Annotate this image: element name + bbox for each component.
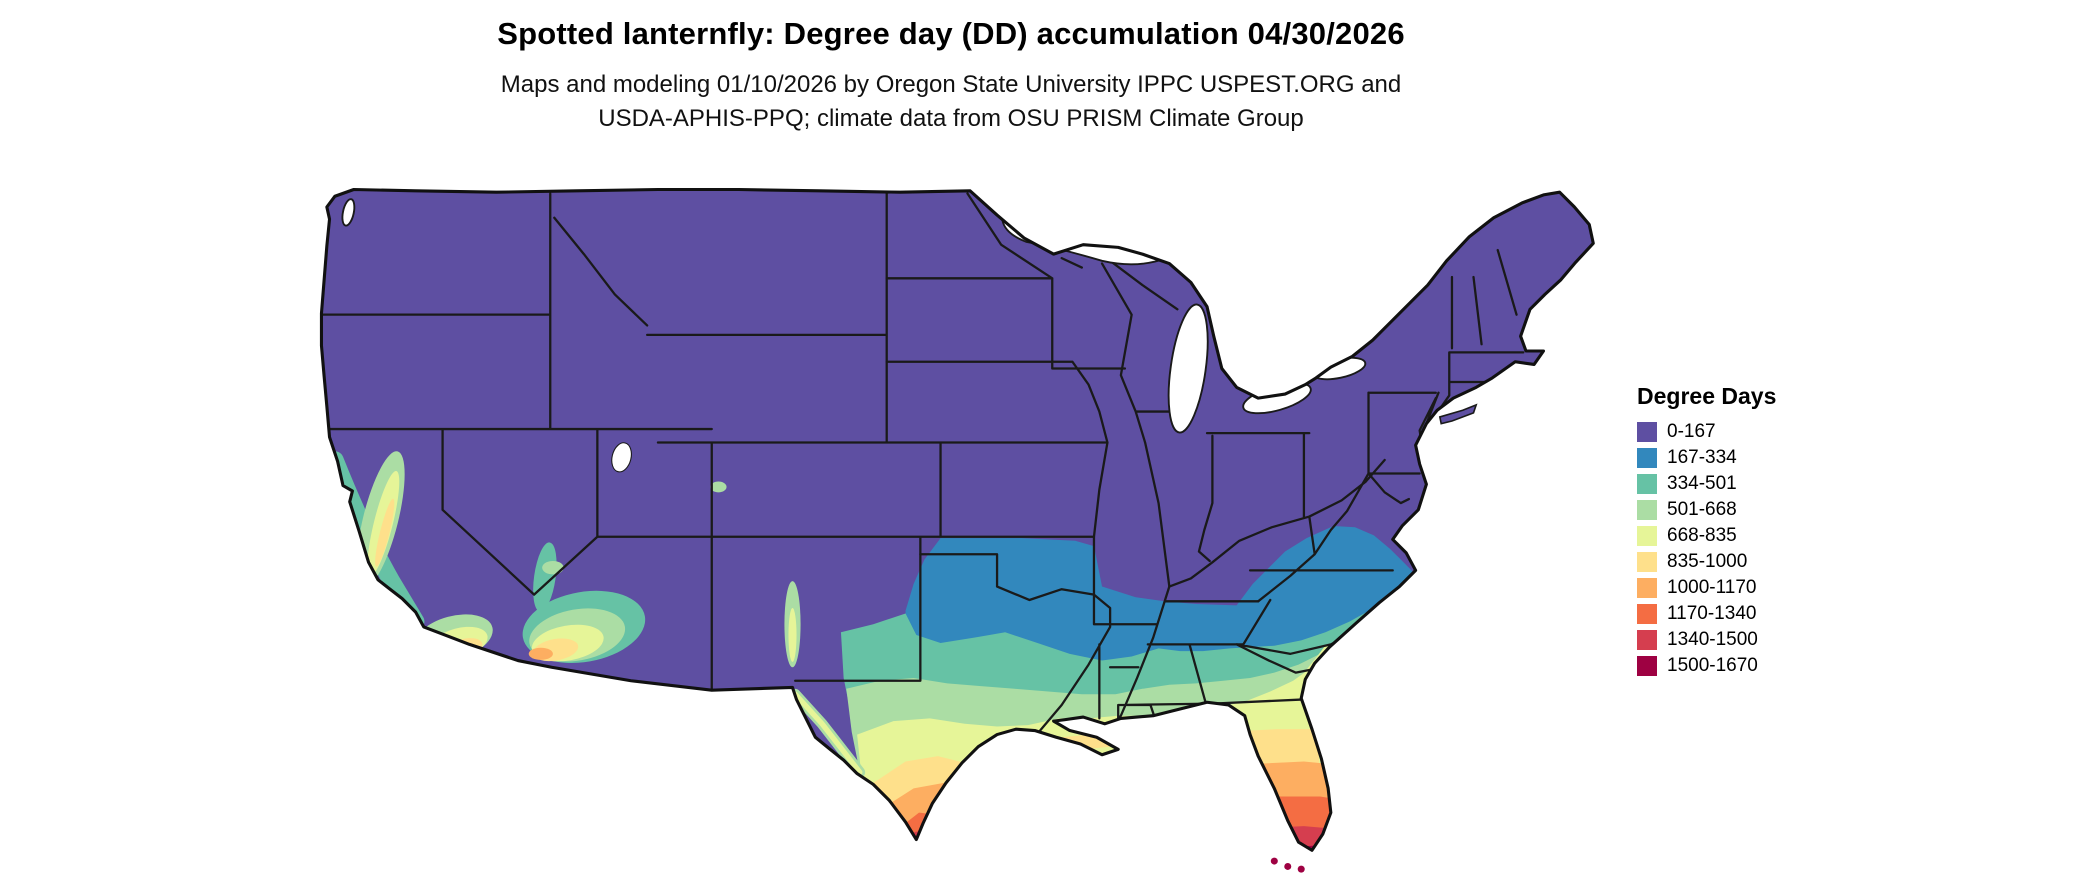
legend-swatch	[1637, 656, 1657, 676]
legend-label: 0-167	[1667, 421, 1716, 442]
legend-label: 167-334	[1667, 447, 1737, 468]
legend-row: 668-835	[1637, 525, 1776, 546]
legend-row: 835-1000	[1637, 551, 1776, 572]
lake-michigan	[1167, 303, 1209, 434]
subtitle-line-2: USDA-APHIS-PPQ; climate data from OSU PR…	[598, 104, 1304, 132]
legend-row: 0-167	[1637, 421, 1776, 442]
rio-grande-valley-core	[788, 608, 797, 662]
yuma-core	[528, 647, 553, 660]
florida-keys	[1270, 857, 1305, 873]
central-valley-core	[375, 498, 395, 567]
page-title: Spotted lanternfly: Degree day (DD) accu…	[497, 16, 1405, 51]
legend-row: 334-501	[1637, 473, 1776, 494]
state-borders-central	[885, 192, 1303, 739]
legend-swatch	[1637, 552, 1657, 572]
legend-row: 501-668	[1637, 499, 1776, 520]
big-bend-river-core	[792, 691, 863, 775]
legend-swatch	[1637, 604, 1657, 624]
long-island	[1438, 403, 1478, 425]
florida-key-dot	[1270, 857, 1278, 865]
legend-row: 1500-1670	[1637, 655, 1776, 676]
puget-sound	[341, 198, 356, 227]
legend-label: 835-1000	[1667, 551, 1748, 572]
subtitle-line-1: Maps and modeling 01/10/2026 by Oregon S…	[500, 71, 1402, 98]
state-borders-east	[1168, 391, 1421, 674]
legend-label: 334-501	[1667, 473, 1737, 494]
legend-swatch	[1637, 526, 1657, 546]
legend-label: 1170-1340	[1667, 603, 1757, 624]
legend-label: 1500-1670	[1667, 655, 1758, 676]
legend-swatch	[1637, 474, 1657, 494]
titles-block: Spotted lanternfly: Degree day (DD) accu…	[0, 16, 1902, 135]
state-borders-west	[321, 189, 1109, 693]
legend: Degree Days 0-167 167-334 334-501 501-66…	[1637, 383, 1776, 682]
legend-swatch	[1637, 500, 1657, 520]
great-salt-lake	[611, 442, 632, 473]
florida-key-dot	[1297, 865, 1305, 873]
grand-junction-valley	[710, 481, 727, 493]
legend-label: 501-668	[1667, 499, 1737, 520]
legend-row: 167-334	[1637, 447, 1776, 468]
page-subtitle: Maps and modeling 01/10/2026 by Oregon S…	[0, 68, 1902, 135]
legend-label: 1000-1170	[1667, 577, 1757, 598]
legend-label: 1340-1500	[1667, 629, 1758, 650]
colorado-river-arm	[533, 542, 557, 612]
legend-title: Degree Days	[1637, 383, 1777, 409]
legend-entries: 0-167 167-334 334-501 501-668 668-835 83…	[1637, 421, 1776, 676]
legend-label: 668-835	[1667, 525, 1737, 546]
imperial-valley-core	[469, 650, 481, 658]
legend-row: 1340-1500	[1637, 629, 1776, 650]
legend-swatch	[1637, 422, 1657, 442]
band-835-1000-texas	[870, 756, 998, 851]
legend-swatch	[1637, 448, 1657, 468]
legend-row: 1000-1170	[1637, 577, 1776, 598]
us-degree-day-map	[319, 187, 1595, 873]
florida-key-dot	[1284, 862, 1292, 870]
las-vegas-valley	[542, 560, 564, 575]
us-outline	[319, 187, 1595, 852]
legend-row: 1170-1340	[1637, 603, 1776, 624]
legend-swatch	[1637, 630, 1657, 650]
legend-swatch	[1637, 578, 1657, 598]
